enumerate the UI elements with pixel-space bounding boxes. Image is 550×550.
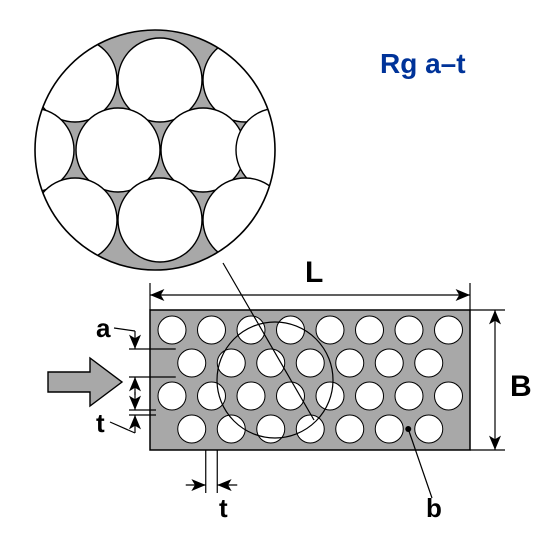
dim-label-L: L bbox=[305, 256, 323, 290]
dim-label-t-horiz: t bbox=[219, 493, 228, 524]
dim-label-a: a bbox=[96, 313, 110, 344]
dim-label-B: B bbox=[510, 370, 532, 404]
perforated-plate bbox=[150, 310, 470, 450]
diagram-container: Rg a–t L B a t t b bbox=[0, 0, 550, 550]
dim-label-t-vert: t bbox=[96, 408, 105, 439]
direction-arrow bbox=[48, 358, 122, 406]
diagram-title: Rg a–t bbox=[380, 48, 466, 80]
technical-drawing bbox=[0, 0, 550, 550]
dim-label-b: b bbox=[426, 493, 442, 524]
